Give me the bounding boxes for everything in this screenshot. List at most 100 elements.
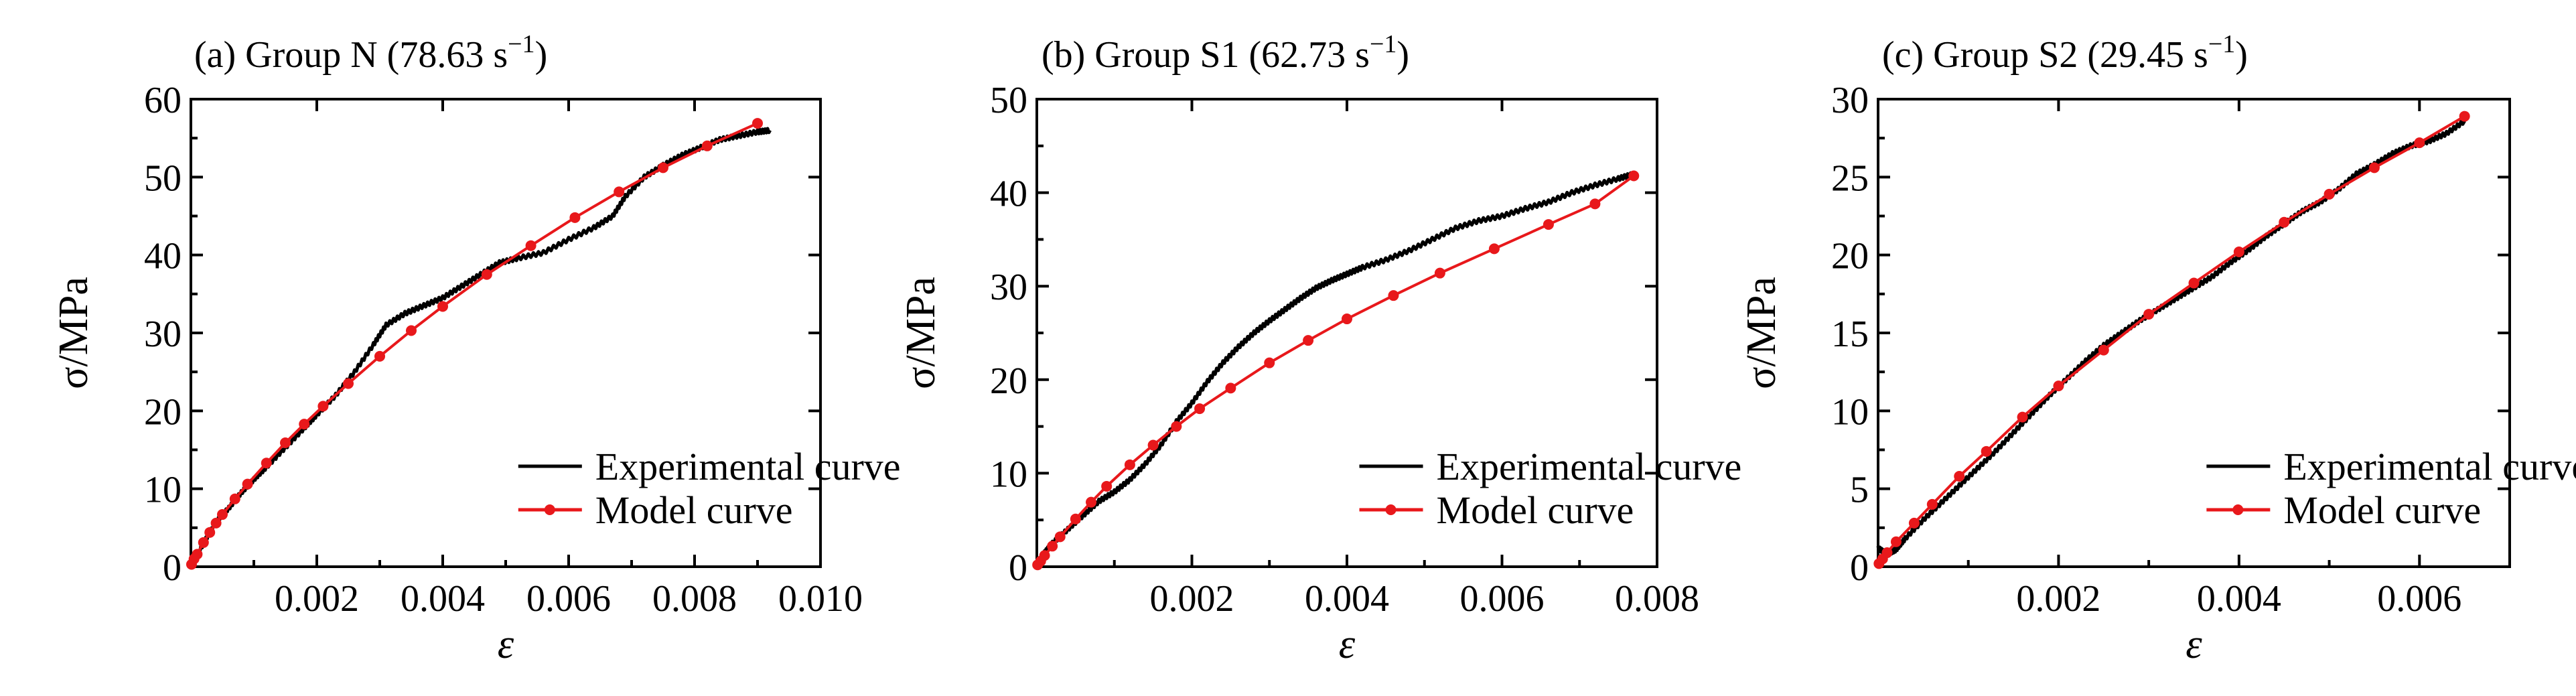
chart-title: (a) Group N (78.63 s−1) [194, 30, 547, 76]
x-axis-label: ε [1339, 622, 1356, 667]
x-axis-label: ε [2186, 622, 2202, 667]
model-curve-point [261, 458, 272, 469]
model-curve-point [2414, 137, 2425, 149]
x-axis-label: ε [498, 622, 514, 667]
model-curve-point [1264, 357, 1275, 368]
model-curve-point [1388, 290, 1399, 301]
chart-title-superscript: −1 [508, 30, 534, 58]
y-tick-label: 10 [990, 454, 1027, 495]
y-tick-label: 50 [144, 157, 182, 199]
model-curve-point [701, 140, 713, 151]
chart-title: (b) Group S1 (62.73 s−1) [1042, 30, 1409, 76]
legend-label-experimental: Experimental curve [2283, 445, 2576, 488]
legend-marker-model [544, 504, 555, 515]
y-tick-label: 40 [144, 236, 182, 277]
model-curve-point [198, 537, 209, 548]
model-curve-point [217, 509, 228, 520]
model-curve-point [2098, 344, 2109, 356]
legend-marker-model [1385, 504, 1397, 515]
x-tick-label: 0.006 [2377, 578, 2461, 620]
model-curve-line [1036, 174, 1635, 566]
model-curve-point [2053, 380, 2064, 392]
x-tick-label: 0.008 [1615, 578, 1699, 620]
model-curve-point [1054, 531, 1066, 543]
model-curve-point [2323, 188, 2335, 200]
x-tick-label: 0.006 [526, 578, 611, 620]
y-tick-label: 15 [1831, 314, 1869, 355]
x-tick-label: 0.004 [401, 578, 485, 620]
model-curve-point [2017, 411, 2028, 423]
model-curve-point [2459, 111, 2470, 122]
chart-panel-2: (b) Group S1 (62.73 s−1) 0 10 20 30 40 50 0.002… [898, 30, 1741, 667]
model-curve-point [204, 527, 216, 538]
y-tick-label: 30 [1831, 80, 1869, 121]
chart-title-close: ) [2235, 34, 2248, 76]
legend-label-experimental: Experimental curve [1437, 445, 1742, 488]
legend-label-model: Model curve [2283, 488, 2481, 532]
model-curve-point [1303, 335, 1314, 346]
model-curve-point [1881, 547, 1893, 559]
model-curve-point [1890, 536, 1902, 547]
chart-title-superscript: −1 [2208, 30, 2235, 58]
chart-title-main: (c) Group S2 (29.45 s [1882, 34, 2208, 76]
model-curve-point [280, 437, 291, 449]
model-curve-point [1039, 550, 1050, 561]
model-curve-point [317, 401, 329, 412]
model-curve-point [406, 325, 417, 336]
model-curve-point [569, 212, 581, 223]
y-tick-label: 10 [1831, 391, 1869, 433]
model-curve-point [2233, 247, 2244, 258]
y-tick-label: 10 [144, 470, 182, 511]
model-curve-point [614, 186, 625, 198]
x-tick-label: 0.004 [2197, 578, 2281, 620]
y-tick-label: 0 [163, 547, 182, 589]
model-curve-point [1194, 403, 1206, 415]
model-curve-point [374, 350, 385, 362]
model-curve-point [2279, 216, 2290, 228]
model-curve-point [2188, 277, 2200, 289]
model-curve-point [1225, 382, 1236, 394]
chart-title-superscript: −1 [1370, 30, 1397, 58]
model-curve-point [437, 301, 448, 312]
model-curve-point [1124, 459, 1135, 470]
chart-title-close: ) [535, 34, 548, 76]
model-curve-point [658, 162, 668, 173]
model-curve-point [1926, 498, 1938, 510]
x-tick-label: 0.010 [778, 578, 863, 620]
x-tick-label: 0.002 [1150, 578, 1234, 620]
model-curve-point [481, 269, 492, 280]
x-tick-label: 0.008 [652, 578, 737, 620]
y-axis-label: σ/MPa [898, 277, 944, 389]
model-curve-point [343, 378, 354, 389]
model-curve-point [210, 517, 222, 529]
legend-label-model: Model curve [595, 488, 793, 532]
y-tick-label: 25 [1831, 157, 1869, 199]
y-tick-label: 50 [990, 80, 1027, 121]
model-curve-point [1488, 243, 1500, 255]
chart-title-main: (b) Group S1 (62.73 s [1042, 34, 1370, 76]
model-curve-point [1171, 421, 1182, 432]
y-axis-label: σ/MPa [1739, 277, 1784, 389]
x-tick-label: 0.002 [275, 578, 359, 620]
y-tick-label: 60 [144, 80, 182, 121]
model-curve-point [1589, 198, 1601, 210]
model-curve-point [1070, 513, 1081, 525]
model-curve-point [242, 478, 253, 490]
model-curve-point [752, 118, 763, 129]
legend-marker-model [2232, 504, 2244, 515]
chart-title: (c) Group S2 (29.45 s−1) [1882, 30, 2248, 76]
model-curve-point [1981, 445, 1992, 457]
model-curve-point [192, 549, 203, 560]
model-curve-point [229, 493, 240, 504]
model-curve-point [2368, 162, 2380, 173]
y-tick-label: 20 [1831, 236, 1869, 277]
y-tick-label: 20 [990, 360, 1027, 402]
y-tick-label: 20 [144, 391, 182, 433]
model-curve-point [1086, 496, 1097, 508]
chart-panel-1: (a) Group N (78.63 s−1) 0 10 20 30 40 50 60 0.00… [51, 30, 901, 667]
y-tick-label: 30 [144, 314, 182, 355]
model-curve-point [1954, 471, 1965, 482]
y-tick-label: 40 [990, 173, 1027, 215]
y-tick-label: 0 [1009, 547, 1027, 589]
